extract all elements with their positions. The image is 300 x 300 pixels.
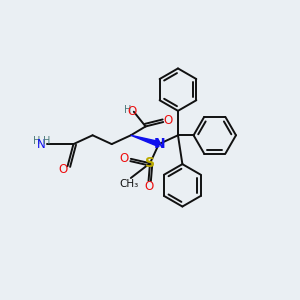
Text: N: N [153, 137, 165, 151]
Text: S: S [145, 156, 155, 170]
Text: H: H [124, 105, 131, 115]
Text: O: O [120, 152, 129, 165]
Text: O: O [144, 180, 153, 193]
Text: O: O [163, 114, 172, 127]
Text: H: H [43, 136, 50, 146]
Text: H: H [33, 136, 40, 146]
Polygon shape [131, 135, 159, 147]
Text: O: O [128, 105, 137, 118]
Text: CH₃: CH₃ [120, 179, 139, 189]
Text: N: N [37, 138, 46, 151]
Text: O: O [58, 163, 68, 176]
